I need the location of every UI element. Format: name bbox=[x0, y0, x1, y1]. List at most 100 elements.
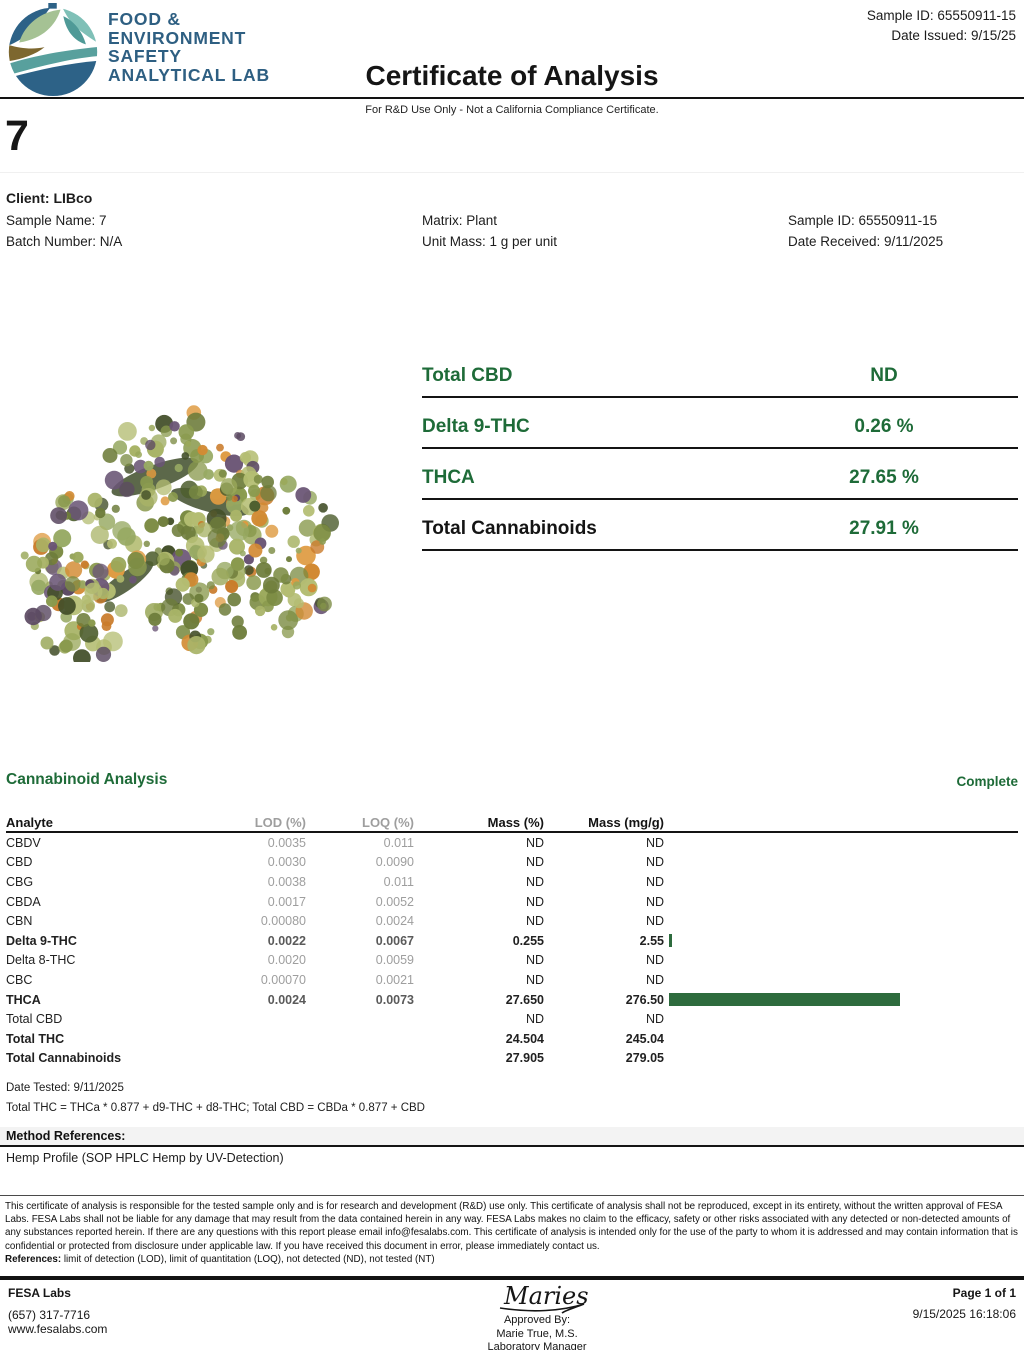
loq-cell: 0.0059 bbox=[375, 953, 414, 968]
mass-pct-cell: ND bbox=[525, 835, 544, 850]
col-mass-pct: Mass (%) bbox=[487, 815, 544, 830]
lod-cell: 0.0022 bbox=[267, 933, 306, 948]
section-title: Cannabinoid Analysis bbox=[6, 771, 168, 788]
footer-timestamp: 9/15/2025 16:18:06 bbox=[912, 1307, 1016, 1321]
table-row: CBDA 0.0017 0.0052 ND ND bbox=[6, 892, 1018, 912]
mass-pct-cell: ND bbox=[525, 855, 544, 870]
col-loq: LOQ (%) bbox=[362, 815, 414, 830]
table-row: Delta 8-THC 0.0020 0.0059 ND ND bbox=[6, 951, 1018, 971]
mass-mgg-cell: ND bbox=[645, 972, 664, 987]
signature: Maries bbox=[412, 1280, 662, 1314]
analyte-cell: Total THC bbox=[6, 1031, 65, 1046]
analyte-cell: CBDV bbox=[6, 835, 41, 850]
method-reference: Hemp Profile (SOP HPLC Hemp by UV-Detect… bbox=[6, 1151, 284, 1165]
summary-label: Total Cannabinoids bbox=[422, 518, 597, 539]
loq-cell: 0.011 bbox=[383, 835, 414, 850]
mass-mgg-cell: 279.05 bbox=[625, 1051, 664, 1066]
analyte-cell: Total Cannabinoids bbox=[6, 1051, 122, 1066]
summary-row: Total CBD ND bbox=[422, 360, 1018, 398]
disclaimer-divider bbox=[0, 1195, 1024, 1196]
footer-divider bbox=[0, 1276, 1024, 1280]
summary-label: THCA bbox=[422, 467, 475, 488]
lod-cell: 0.0030 bbox=[267, 855, 306, 870]
loq-cell: 0.0090 bbox=[375, 855, 414, 870]
mass-bar-cell bbox=[664, 1052, 1018, 1065]
footer-company: FESA Labs bbox=[8, 1286, 71, 1300]
loq-cell: 0.011 bbox=[383, 874, 414, 889]
mass-bar bbox=[669, 934, 672, 948]
mass-bar-cell bbox=[664, 836, 1018, 849]
loq-cell: 0.0067 bbox=[375, 933, 414, 948]
col-analyte: Analyte bbox=[6, 815, 53, 830]
footer-contact: FESA Labs (657) 317-7716 www.fesalabs.co… bbox=[8, 1286, 107, 1336]
footer-phone: (657) 317-7716 bbox=[8, 1308, 91, 1322]
client-name: Client: LIBco bbox=[6, 190, 93, 206]
lab-name-line: SAFETY bbox=[108, 46, 182, 66]
summary-label: Delta 9-THC bbox=[422, 416, 530, 437]
summary-row: Total Cannabinoids 27.91 % bbox=[422, 500, 1018, 551]
mass-bar-cell bbox=[664, 954, 1018, 967]
lab-name-line: FOOD & bbox=[108, 9, 181, 29]
summary-table: Total CBD ND Delta 9-THC 0.26 % THCA 27.65 % T… bbox=[422, 360, 1018, 551]
summary-value: 27.65 % bbox=[849, 467, 919, 488]
loq-cell: 0.0052 bbox=[375, 894, 414, 909]
mass-pct-cell: ND bbox=[525, 914, 544, 929]
header-divider bbox=[0, 97, 1024, 99]
lab-logo-icon bbox=[8, 3, 98, 97]
summary-row: THCA 27.65 % bbox=[422, 449, 1018, 500]
loq-cell: 0.0021 bbox=[375, 972, 414, 987]
analyte-cell: Delta 8-THC bbox=[6, 953, 76, 968]
sample-big-name: 7 bbox=[5, 112, 29, 160]
mass-pct-cell: 0.255 bbox=[512, 933, 544, 948]
method-references-label: Method References: bbox=[6, 1129, 126, 1143]
faint-divider bbox=[0, 172, 1024, 173]
signature-icon: Maries bbox=[499, 1282, 589, 1314]
mass-pct-cell: 27.905 bbox=[505, 1051, 544, 1066]
references-text: limit of detection (LOD), limit of quant… bbox=[61, 1254, 435, 1265]
mass-pct-cell: 24.504 bbox=[505, 1031, 544, 1046]
mass-bar-cell bbox=[664, 993, 1018, 1007]
table-row: Total Cannabinoids 27.905 279.05 bbox=[6, 1049, 1018, 1069]
analyte-cell: CBDA bbox=[6, 894, 41, 909]
mass-pct-cell: 27.650 bbox=[505, 992, 544, 1007]
disclaimer-text: This certificate of analysis is responsi… bbox=[5, 1201, 1018, 1252]
analyte-cell: CBG bbox=[6, 874, 34, 889]
mass-mgg-cell: 2.55 bbox=[639, 933, 664, 948]
header-sample-id: Sample ID: 65550911-15 bbox=[866, 8, 1016, 23]
lab-name-line: ANALYTICAL LAB bbox=[108, 64, 270, 85]
page-title: Certificate of Analysis bbox=[365, 60, 659, 91]
product-photo bbox=[20, 405, 340, 662]
table-row: Delta 9-THC 0.0022 0.0067 0.255 2.55 bbox=[6, 931, 1018, 951]
loq-cell: 0.0024 bbox=[375, 914, 414, 929]
lod-cell: 0.00070 bbox=[260, 972, 306, 987]
summary-row: Delta 9-THC 0.26 % bbox=[422, 398, 1018, 449]
footer-approval: Maries Approved By: Marie True, M.S. Lab… bbox=[412, 1280, 662, 1350]
table-row: Total THC 24.504 245.04 bbox=[6, 1029, 1018, 1049]
mass-bar-cell bbox=[664, 1032, 1018, 1045]
mass-mgg-cell: 245.04 bbox=[625, 1031, 664, 1046]
mass-bar bbox=[669, 993, 900, 1007]
analyte-cell: Total CBD bbox=[6, 1012, 63, 1027]
method-references-band: Method References: bbox=[0, 1127, 1024, 1147]
summary-value: 0.26 % bbox=[854, 416, 914, 437]
mass-mgg-cell: ND bbox=[645, 835, 664, 850]
mass-bar-cell bbox=[664, 915, 1018, 928]
summary-label: Total CBD bbox=[422, 365, 513, 386]
summary-value: ND bbox=[870, 365, 898, 386]
references-label: References: bbox=[5, 1254, 62, 1265]
mass-mgg-cell: ND bbox=[645, 914, 664, 929]
mass-mgg-cell: ND bbox=[645, 874, 664, 889]
mass-mgg-cell: ND bbox=[645, 894, 664, 909]
mass-mgg-cell: ND bbox=[645, 855, 664, 870]
mass-mgg-cell: ND bbox=[645, 953, 664, 968]
analyte-cell: THCA bbox=[6, 992, 41, 1007]
mass-mgg-cell: ND bbox=[645, 1012, 664, 1027]
sample-id: Sample ID: 65550911-15 bbox=[788, 213, 938, 228]
matrix: Matrix: Plant bbox=[422, 213, 498, 228]
analysis-table: Analyte LOD (%) LOQ (%) Mass (%) Mass (m… bbox=[6, 814, 1018, 1068]
footer-meta: Page 1 of 1 9/15/2025 16:18:06 bbox=[913, 1286, 1016, 1321]
batch-number: Batch Number: N/A bbox=[6, 234, 123, 249]
mass-bar-cell bbox=[664, 1013, 1018, 1026]
page-number: Page 1 of 1 bbox=[952, 1286, 1016, 1300]
lod-cell: 0.00080 bbox=[260, 914, 306, 929]
